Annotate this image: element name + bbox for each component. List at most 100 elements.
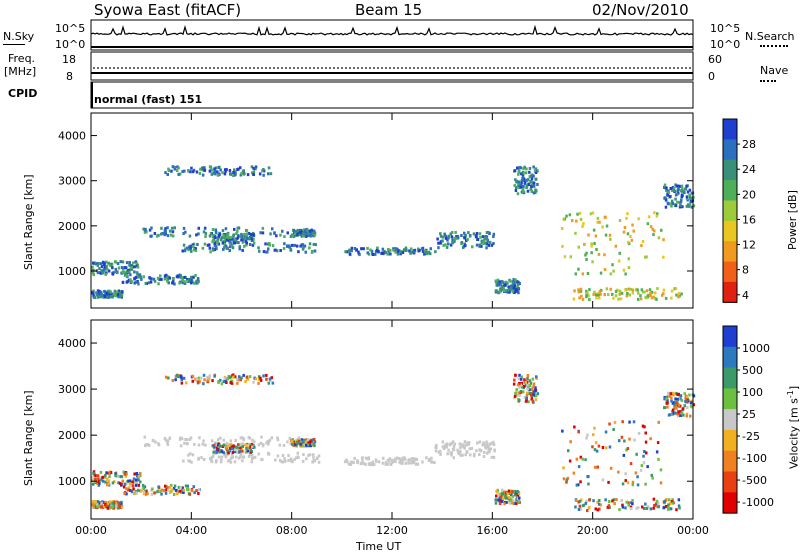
power-cell — [584, 253, 587, 257]
velocity-cell — [146, 443, 149, 446]
power-cell — [204, 231, 208, 235]
velocity-cell — [515, 393, 519, 397]
velocity-cell — [311, 438, 314, 442]
velocity-cell — [389, 463, 393, 466]
power-cell — [249, 235, 253, 239]
velocity-cell — [124, 474, 128, 478]
power-cell — [167, 281, 170, 285]
velocity-cell — [269, 379, 272, 383]
power-cell — [99, 271, 103, 275]
velocity-cell — [516, 383, 520, 387]
velocity-cell — [386, 462, 390, 466]
power-colorbar-tick-label: 20 — [742, 188, 756, 201]
velocity-cell — [631, 480, 635, 484]
power-cell — [96, 263, 100, 267]
freq-dot — [433, 67, 435, 69]
freq-dot — [405, 67, 407, 69]
power-cell — [101, 271, 105, 275]
power-cell — [181, 281, 185, 285]
velocity-cell — [404, 457, 407, 461]
velocity-cell — [212, 443, 216, 447]
power-cell — [653, 229, 656, 233]
power-cell — [236, 233, 240, 237]
velocity-cell — [265, 373, 268, 377]
velocity-cell — [518, 398, 521, 402]
freq-dot — [481, 67, 483, 69]
power-cell — [102, 261, 105, 265]
velocity-cell — [94, 474, 97, 478]
power-cell — [96, 271, 100, 275]
velocity-cell — [291, 443, 294, 446]
power-cell — [410, 247, 413, 251]
power-cell — [688, 193, 691, 197]
power-cell — [645, 289, 649, 293]
velocity-cell — [425, 456, 428, 460]
freq-dot — [325, 67, 327, 69]
power-cell — [683, 191, 686, 195]
freq-dot — [545, 67, 547, 69]
power-cell — [592, 292, 595, 296]
power-cell — [646, 222, 650, 226]
power-colorbar-segment — [723, 241, 737, 263]
power-cell — [258, 249, 261, 253]
power-cell — [593, 290, 596, 294]
velocity-cell — [657, 457, 660, 461]
power-cell — [261, 226, 265, 230]
velocity-cell — [591, 445, 594, 449]
power-cell — [481, 235, 485, 239]
velocity-cell — [515, 502, 518, 506]
velocity-colorbar-segment — [723, 346, 737, 369]
power-cell — [579, 287, 583, 291]
power-cell — [628, 293, 631, 297]
velocity-cell — [96, 505, 99, 509]
freq-label: Freq. — [8, 52, 36, 65]
power-cell — [197, 226, 200, 230]
power-cell — [308, 242, 312, 246]
velocity-cell — [229, 381, 232, 385]
power-cell — [392, 248, 395, 252]
velocity-cell — [495, 494, 498, 498]
velocity-cell — [228, 376, 231, 379]
velocity-cell — [485, 440, 488, 444]
power-cell — [512, 278, 515, 282]
velocity-cell — [260, 435, 263, 439]
power-cell — [266, 250, 269, 254]
power-cell — [451, 231, 454, 234]
velocity-cell — [528, 379, 532, 383]
power-cell — [111, 294, 114, 298]
power-cell — [125, 269, 129, 273]
power-cell — [376, 246, 379, 250]
velocity-ytick-label: 2000 — [58, 429, 86, 442]
velocity-cell — [108, 471, 111, 475]
velocity-cell — [601, 446, 605, 449]
power-cell — [465, 239, 468, 243]
power-cell — [576, 212, 579, 216]
power-cell — [389, 248, 392, 252]
power-cell — [139, 275, 143, 279]
freq-dot — [201, 67, 203, 69]
power-cell — [204, 235, 207, 238]
freq-dot — [157, 67, 159, 69]
power-cell — [475, 243, 479, 247]
velocity-cell — [620, 435, 624, 439]
velocity-cell — [657, 501, 660, 505]
velocity-cell — [671, 401, 675, 405]
power-cell — [119, 294, 123, 298]
power-colorbar-segment — [723, 119, 737, 140]
velocity-cell — [656, 441, 660, 445]
power-cell — [443, 232, 446, 236]
power-cell — [175, 169, 179, 173]
power-cell — [439, 240, 443, 244]
velocity-cell — [518, 373, 521, 377]
velocity-cell — [529, 393, 533, 397]
velocity-cell — [562, 466, 565, 470]
velocity-cell — [165, 485, 168, 489]
power-cell — [213, 235, 217, 239]
power-cell — [229, 239, 232, 243]
freq-dot — [505, 67, 507, 69]
power-cell — [593, 242, 596, 245]
velocity-cell — [121, 505, 124, 509]
velocity-cell — [278, 443, 282, 447]
freq-dot — [509, 67, 511, 69]
power-cell — [91, 268, 95, 272]
